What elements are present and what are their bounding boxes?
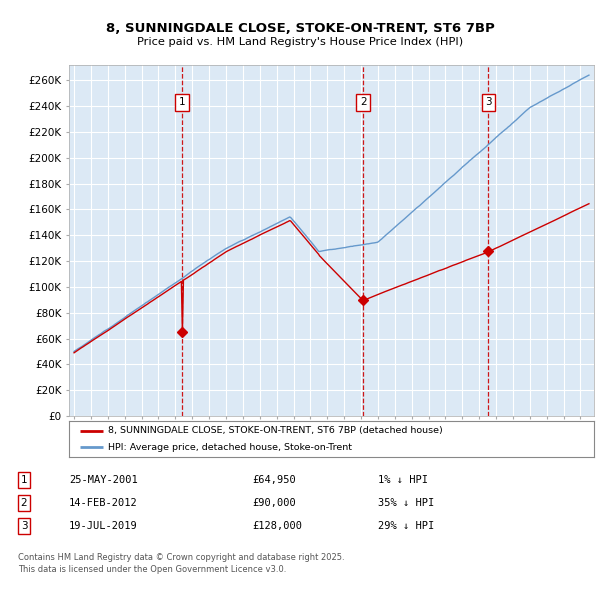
Text: 1: 1 [179,97,185,107]
Text: 2: 2 [20,498,28,507]
Text: 1: 1 [20,475,28,484]
Text: 3: 3 [485,97,492,107]
Text: 25-MAY-2001: 25-MAY-2001 [69,475,138,484]
Text: 14-FEB-2012: 14-FEB-2012 [69,498,138,507]
Text: 19-JUL-2019: 19-JUL-2019 [69,521,138,530]
Text: £64,950: £64,950 [252,475,296,484]
Text: 2: 2 [360,97,367,107]
Text: Contains HM Land Registry data © Crown copyright and database right 2025.
This d: Contains HM Land Registry data © Crown c… [18,553,344,574]
Text: £90,000: £90,000 [252,498,296,507]
Text: 3: 3 [20,521,28,530]
Text: Price paid vs. HM Land Registry's House Price Index (HPI): Price paid vs. HM Land Registry's House … [137,37,463,47]
Text: 8, SUNNINGDALE CLOSE, STOKE-ON-TRENT, ST6 7BP (detached house): 8, SUNNINGDALE CLOSE, STOKE-ON-TRENT, ST… [109,426,443,435]
Text: 8, SUNNINGDALE CLOSE, STOKE-ON-TRENT, ST6 7BP: 8, SUNNINGDALE CLOSE, STOKE-ON-TRENT, ST… [106,22,494,35]
Text: 29% ↓ HPI: 29% ↓ HPI [378,521,434,530]
Text: 1% ↓ HPI: 1% ↓ HPI [378,475,428,484]
Text: HPI: Average price, detached house, Stoke-on-Trent: HPI: Average price, detached house, Stok… [109,443,352,452]
Text: £128,000: £128,000 [252,521,302,530]
Text: 35% ↓ HPI: 35% ↓ HPI [378,498,434,507]
